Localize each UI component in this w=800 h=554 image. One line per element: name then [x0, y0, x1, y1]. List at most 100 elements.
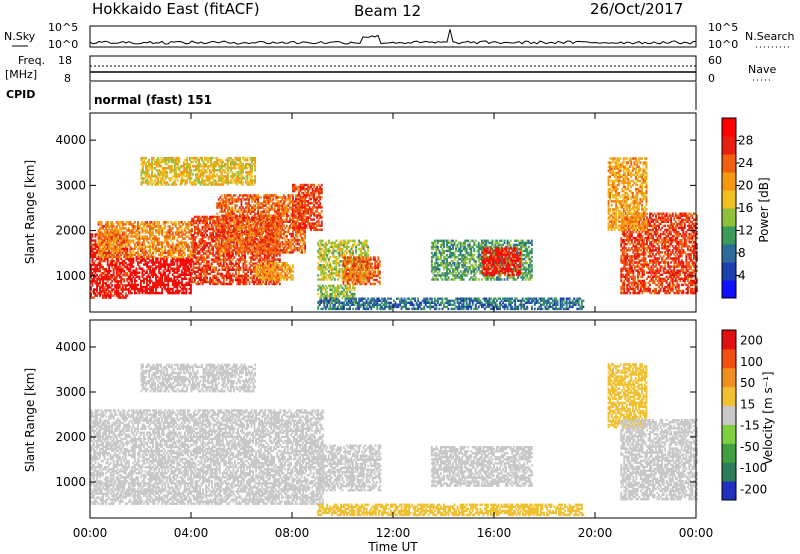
heatmap-cell: [216, 218, 219, 221]
heatmap-cell: [191, 272, 193, 276]
heatmap-cell: [240, 200, 243, 203]
heatmap-cell: [164, 279, 167, 283]
heatmap-cell: [266, 262, 269, 265]
heatmap-cell: [217, 236, 220, 240]
heatmap-cell: [129, 269, 132, 272]
heatmap-cell: [97, 255, 100, 259]
heatmap-cell: [118, 229, 121, 232]
heatmap-cell: [266, 256, 269, 259]
heatmap-cell: [266, 214, 269, 217]
heatmap-cell: [176, 269, 179, 272]
heatmap-cell: [260, 216, 263, 219]
heatmap-cell: [235, 251, 238, 254]
heatmap-cell: [247, 278, 249, 282]
heatmap-cell: [264, 208, 267, 211]
heatmap-cell: [275, 218, 278, 221]
heatmap-cell: [278, 239, 281, 242]
heatmap-cell: [308, 226, 311, 229]
heatmap-cell: [141, 289, 144, 293]
heatmap-cell: [228, 212, 231, 215]
heatmap-cell: [168, 247, 171, 250]
heatmap-cell: [200, 256, 202, 259]
freq-panel-frame: [89, 55, 697, 82]
heatmap-cell: [123, 261, 126, 265]
heatmap-cell: [194, 225, 196, 229]
heatmap-cell: [282, 214, 285, 217]
heatmap-cell: [195, 260, 198, 263]
heatmap-cell: [137, 251, 139, 254]
heatmap-cell: [216, 272, 219, 276]
heatmap-cell: [132, 253, 135, 257]
heatmap-cell: [255, 196, 258, 199]
heatmap-cell: [141, 255, 144, 259]
heatmap-cell: [255, 202, 258, 205]
heatmap-cell: [91, 255, 94, 259]
heatmap-cell: [284, 230, 287, 234]
heatmap-cell: [289, 224, 291, 228]
heatmap-cell: [222, 276, 225, 280]
heatmap-cell: [112, 278, 115, 281]
heatmap-cell: [103, 276, 106, 279]
heatmap-cell: [97, 263, 100, 267]
heatmap-cell: [183, 287, 186, 291]
heatmap-cell: [249, 218, 252, 221]
heatmap-cell: [254, 220, 256, 223]
heatmap-cell: [220, 198, 223, 201]
heatmap-cell: [180, 263, 183, 266]
heatmap-cell: [301, 216, 303, 219]
heatmap-cell: [201, 156, 203, 160]
heatmap-cell: [203, 280, 205, 284]
heatmap-cell: [201, 258, 204, 261]
heatmap-cell: [162, 263, 165, 266]
heatmap-cell: [219, 226, 222, 230]
heatmap-cell: [183, 285, 186, 289]
heatmap-cell: [108, 227, 111, 230]
heatmap-cell: [198, 246, 201, 249]
heatmap-cell: [222, 256, 225, 259]
heatmap-cell: [237, 239, 240, 242]
heatmap-cell: [100, 276, 103, 279]
heatmap-cell: [231, 214, 234, 217]
heatmap-cell: [223, 194, 226, 197]
heatmap-cell: [304, 245, 306, 248]
heatmap-cell: [182, 289, 185, 293]
heatmap-cell: [130, 229, 133, 232]
heatmap-cell: [105, 247, 108, 250]
heatmap-cell: [159, 255, 162, 259]
heatmap-cell: [114, 247, 117, 250]
heatmap-cell: [130, 255, 133, 259]
heatmap-cell: [234, 245, 237, 248]
heatmap-cell: [124, 257, 127, 261]
heatmap-cell: [103, 257, 106, 261]
heatmap-cell: [279, 232, 282, 236]
heatmap-cell: [308, 187, 311, 191]
heatmap-cell: [182, 249, 185, 252]
heatmap-cell: [266, 196, 269, 199]
heatmap-cell: [129, 271, 132, 274]
heatmap-cell: [165, 251, 168, 254]
heatmap-cell: [126, 251, 129, 254]
heatmap-cell: [185, 245, 188, 248]
heatmap-cell: [108, 233, 111, 236]
heatmap-cell: [246, 202, 249, 205]
heatmap-cell: [176, 247, 179, 250]
heatmap-cell: [231, 198, 234, 201]
heatmap-cell: [114, 237, 117, 240]
heatmap-cell: [150, 271, 153, 274]
heatmap-cell: [218, 256, 221, 259]
heatmap-cell: [281, 243, 284, 246]
heatmap-cell: [207, 246, 210, 249]
heatmap-cell: [130, 235, 133, 238]
heatmap-cell: [170, 233, 173, 236]
heatmap-cell: [126, 247, 129, 250]
heatmap-cell: [296, 204, 299, 207]
heatmap-cell: [295, 226, 297, 229]
heatmap-cell: [118, 272, 121, 275]
heatmap-cell: [120, 249, 123, 252]
heatmap-cell: [265, 282, 268, 286]
heatmap-cell: [200, 219, 202, 223]
heatmap-cell: [279, 230, 282, 234]
heatmap-cell: [192, 223, 195, 227]
heatmap-cell: [185, 223, 188, 226]
heatmap-cell: [254, 208, 256, 211]
